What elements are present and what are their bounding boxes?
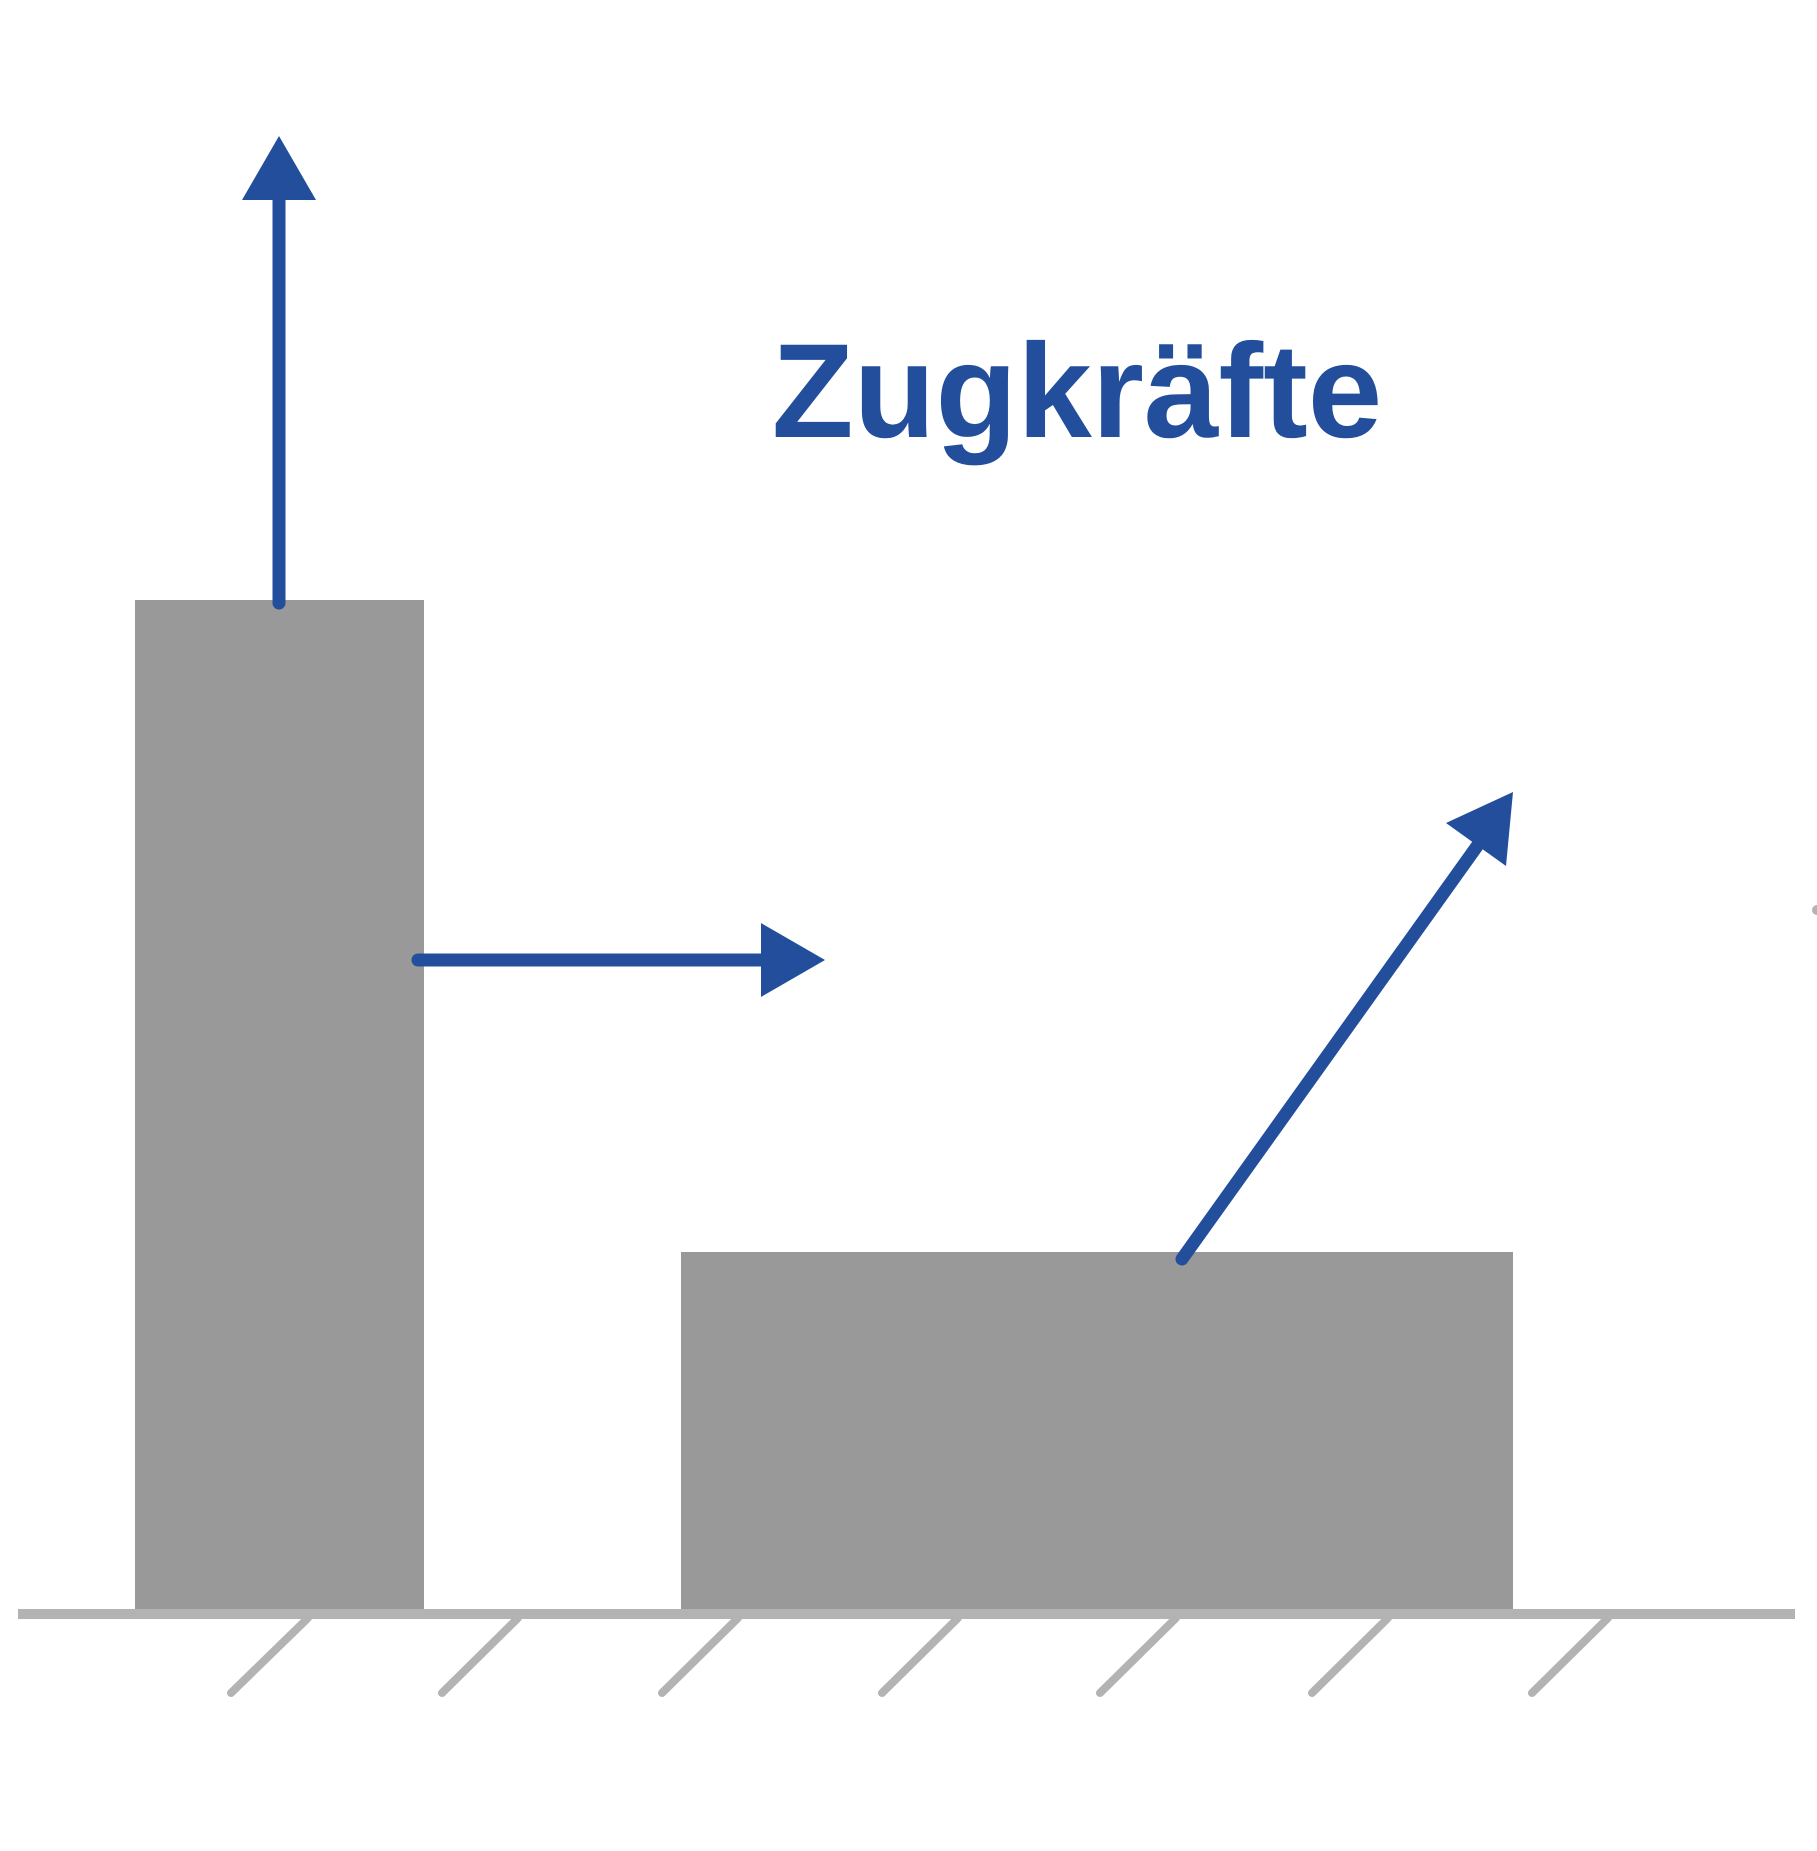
hatch-line — [438, 1614, 522, 1697]
hatch-line — [1528, 1614, 1612, 1697]
hatch-line — [878, 1614, 962, 1697]
upward-force-arrow-icon — [242, 136, 316, 610]
tall-block — [135, 600, 424, 1611]
hatch-line — [1308, 1614, 1392, 1697]
horizontal-force-arrow-icon — [411, 923, 825, 997]
hatch-line — [658, 1614, 742, 1697]
diagonal-force-arrow-icon — [1175, 792, 1513, 1266]
wide-block — [681, 1252, 1513, 1611]
edge-dot — [1812, 905, 1817, 915]
hatch-line — [227, 1614, 312, 1697]
hatch-line — [1096, 1614, 1180, 1697]
diagram-title: Zugkräfte — [772, 317, 1383, 466]
ground-hatch-icon — [227, 1614, 1612, 1697]
